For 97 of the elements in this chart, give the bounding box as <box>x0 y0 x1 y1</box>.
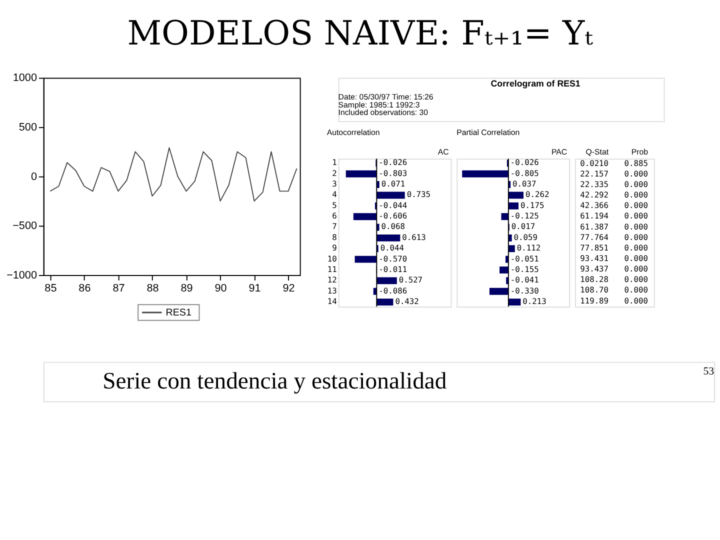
y-tick-label: 3 <box>332 180 338 189</box>
y-tick-label: 9 <box>332 244 338 253</box>
text: 0.000 <box>624 169 648 178</box>
text: 93.431 <box>580 254 609 264</box>
text: 0.000 <box>624 286 648 295</box>
y-tick-label: 6 <box>332 212 338 221</box>
data-label: -0.805 <box>510 168 540 178</box>
data-label: -0.041 <box>510 276 540 285</box>
text: 77.851 <box>580 243 609 252</box>
text: 0.000 <box>624 180 648 190</box>
data-label: 0.735 <box>406 190 431 200</box>
text: 0.000 <box>624 254 648 264</box>
x-tick-label: 86 <box>78 282 91 294</box>
data-label: 0.044 <box>380 244 404 253</box>
y-tick-label: 7 <box>332 222 338 232</box>
data-label: 0.613 <box>402 232 426 242</box>
y-tick-label: 12 <box>327 276 338 285</box>
y-tick-label: −500 <box>12 220 37 232</box>
text: 0.885 <box>624 158 648 168</box>
y-tick-label: 14 <box>327 297 338 306</box>
data-label: -0.011 <box>378 264 408 274</box>
text: 93.437 <box>580 264 609 274</box>
text: 0.000 <box>624 190 648 200</box>
y-tick-label: 11 <box>327 264 338 274</box>
x-tick-label: 89 <box>180 282 193 294</box>
text: Prob <box>631 148 649 157</box>
x-tick-label: 87 <box>112 282 125 294</box>
y-tick-label: 500 <box>18 122 37 134</box>
text: 0.000 <box>624 243 648 252</box>
data-label: -0.155 <box>510 264 540 274</box>
data-label: 0.071 <box>381 180 406 189</box>
text: PAC <box>552 148 568 157</box>
y-tick-label: 2 <box>332 168 338 178</box>
text: 61.387 <box>580 222 609 232</box>
data-label: 0.175 <box>520 200 544 210</box>
data-label: -0.044 <box>378 200 408 210</box>
x-tick-label: 90 <box>214 282 227 294</box>
text: 42.292 <box>580 190 609 200</box>
data-label: 0.068 <box>381 222 406 232</box>
data-label: -0.606 <box>378 212 408 221</box>
text: 22.335 <box>580 180 609 190</box>
text: 0.000 <box>624 232 648 242</box>
data-label: 0.527 <box>398 276 423 285</box>
text: 0.000 <box>624 212 648 221</box>
x-tick-label: 92 <box>282 282 295 294</box>
text: Correlogram of RES1 <box>490 78 580 89</box>
y-tick-label: 8 <box>332 232 338 242</box>
text: 61.194 <box>580 212 609 221</box>
text: Date: 05/30/97 Time: 15:26 <box>338 92 434 102</box>
data-label: -0.125 <box>510 212 540 221</box>
text: Serie con tendencia y estacionalidad <box>102 368 447 394</box>
x-tick-label: 91 <box>248 282 261 294</box>
y-tick-label: 4 <box>332 190 338 200</box>
data-label: -0.330 <box>510 286 540 296</box>
data-label: 0.112 <box>516 244 541 253</box>
text: Q-Stat <box>586 148 610 157</box>
y-tick-label: 5 <box>332 200 338 210</box>
y-tick-label: −1000 <box>6 269 37 282</box>
x-tick-label: 88 <box>146 282 159 294</box>
text: 0.000 <box>624 222 648 232</box>
y-tick-label: 0 <box>30 170 37 183</box>
text: 0.000 <box>624 275 648 284</box>
text: Included observations: 30 <box>338 108 429 118</box>
text: AC <box>438 148 450 157</box>
data-label: 0.059 <box>514 232 538 242</box>
y-tick-label: 1000 <box>12 72 37 84</box>
chart-title: MODELOS NAIVE: Fₜ₊₁= Yₜ <box>127 14 594 53</box>
text: 0.000 <box>624 201 648 210</box>
data-label: -0.086 <box>378 286 408 296</box>
text: 0.000 <box>624 264 648 274</box>
text: 108.70 <box>580 286 609 295</box>
text: 119.89 <box>580 296 609 306</box>
data-label: -0.026 <box>378 158 408 168</box>
data-label: 0.432 <box>395 297 420 306</box>
y-tick-label: 13 <box>327 286 338 296</box>
text: 108.28 <box>580 275 609 284</box>
data-label: 0.213 <box>522 297 547 306</box>
text: Sample: 1985:1 1992:3 <box>338 100 420 110</box>
chart-title: Partial Correlation <box>456 128 520 137</box>
text: 42.366 <box>580 201 609 210</box>
data-label: 0.037 <box>512 180 537 189</box>
data-label: -0.570 <box>378 254 408 264</box>
text: 0.0210 <box>580 158 609 168</box>
text: 0.000 <box>624 296 648 306</box>
y-tick-label: 1 <box>332 158 338 168</box>
x-tick-label: 85 <box>44 282 57 294</box>
chart-title: Autocorrelation <box>326 128 380 137</box>
data-label: -0.051 <box>510 254 540 264</box>
text: 22.157 <box>580 169 609 178</box>
text: 53 <box>703 366 714 378</box>
data-label: 0.017 <box>511 222 536 232</box>
data-label: -0.803 <box>378 168 408 178</box>
legend-label: RES1 <box>166 307 192 318</box>
text: 77.764 <box>580 232 609 242</box>
data-label: 0.262 <box>525 190 550 200</box>
data-label: -0.026 <box>510 158 540 168</box>
y-tick-label: 10 <box>327 254 338 264</box>
